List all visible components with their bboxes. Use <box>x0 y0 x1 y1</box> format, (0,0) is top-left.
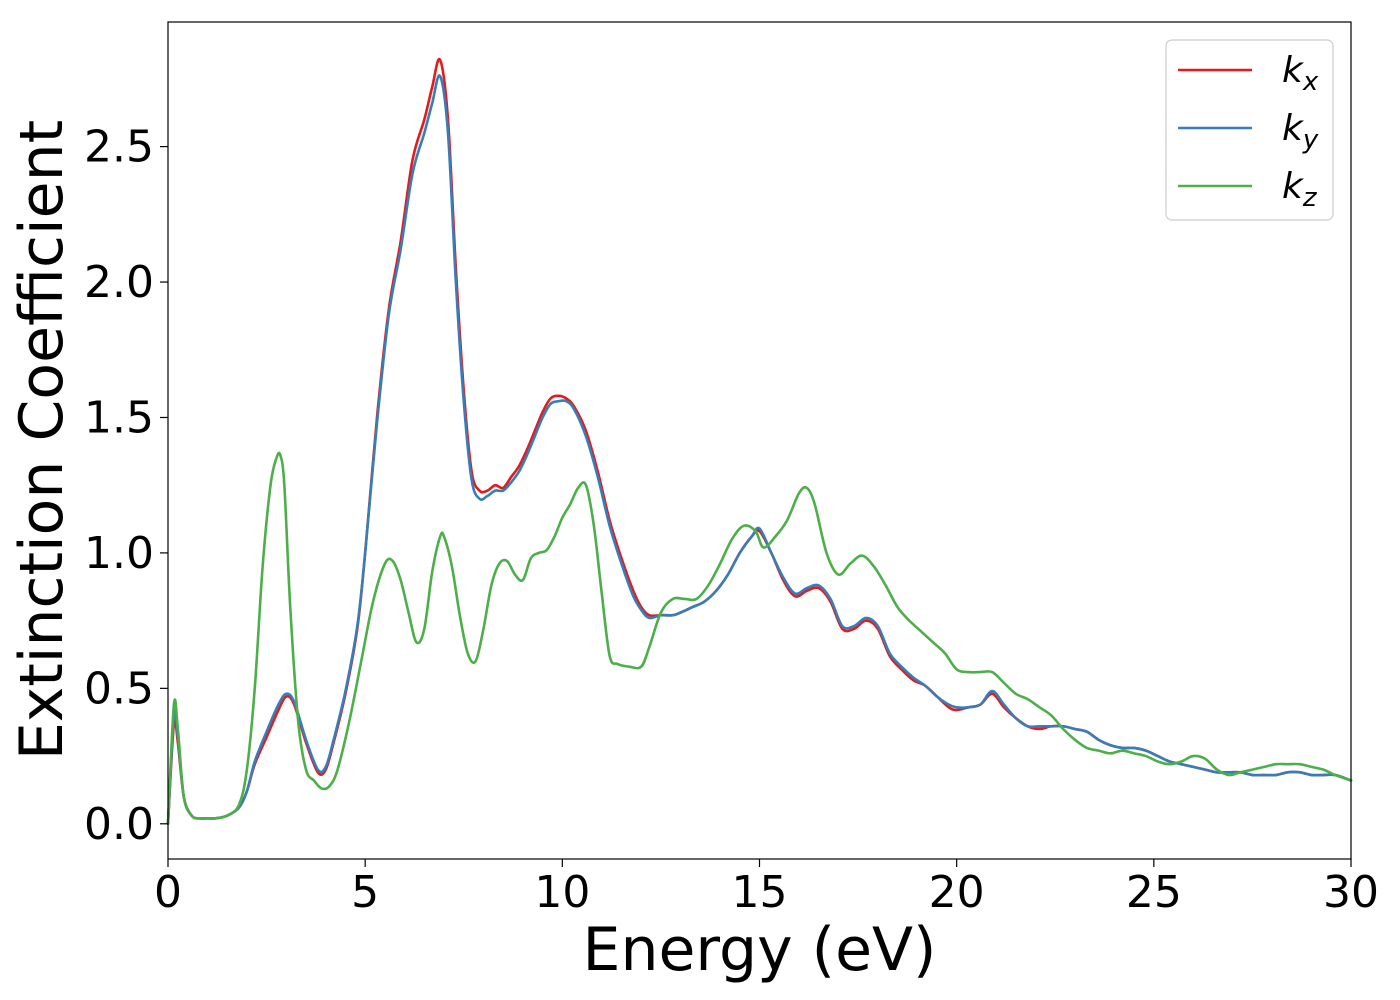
y-tick-label: 2.5 <box>84 122 154 173</box>
legend-label-x: kx <box>1282 50 1319 97</box>
x-tick-label: 25 <box>1126 867 1182 918</box>
x-tick-label: 20 <box>929 867 985 918</box>
x-tick-label: 15 <box>732 867 788 918</box>
series-line-z <box>166 451 1353 826</box>
legend: kx ky kz <box>1165 39 1334 221</box>
x-tick-label: 5 <box>351 867 379 918</box>
legend-box <box>1165 39 1334 221</box>
x-tick-label: 0 <box>154 867 182 918</box>
y-tick-label: 2.0 <box>84 257 154 308</box>
y-tick-label: 1.0 <box>84 528 154 579</box>
legend-label-z: kz <box>1282 166 1318 213</box>
y-axis: 0.0 0.5 1.0 1.5 2.0 2.5 <box>84 122 168 850</box>
y-tick-label: 0.5 <box>84 663 154 714</box>
x-tick-label: 30 <box>1323 867 1379 918</box>
series-line-y <box>166 74 1353 826</box>
x-tick-label: 10 <box>534 867 590 918</box>
x-axis-label: Energy (eV) <box>583 915 937 985</box>
x-axis: 0 5 10 15 20 25 30 <box>154 859 1379 918</box>
y-tick-label: 0.0 <box>84 799 154 850</box>
y-axis-label: Extinction Coefficient <box>7 120 77 760</box>
series-layer <box>166 57 1353 826</box>
y-tick-label: 1.5 <box>84 392 154 443</box>
legend-label-y: ky <box>1282 108 1319 155</box>
